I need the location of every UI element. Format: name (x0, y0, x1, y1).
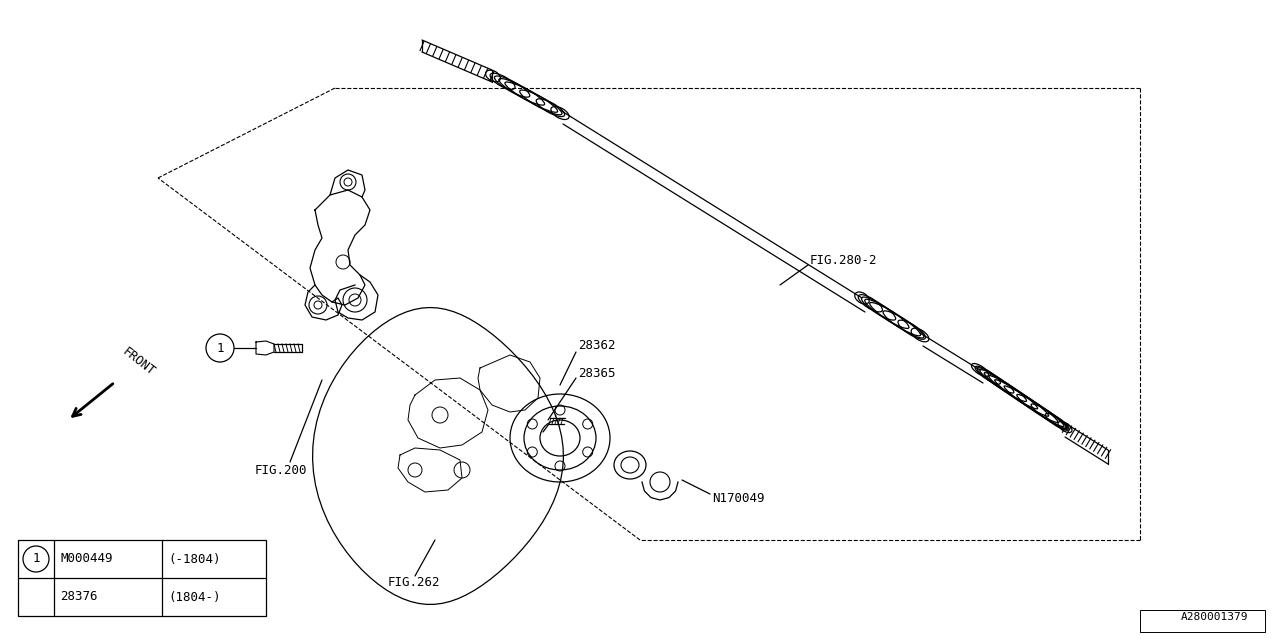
Text: 28365: 28365 (579, 367, 616, 380)
Text: M000449: M000449 (60, 552, 113, 566)
Text: 28362: 28362 (579, 339, 616, 351)
Text: FIG.262: FIG.262 (388, 575, 440, 589)
Text: 1: 1 (216, 342, 224, 355)
Text: FIG.200: FIG.200 (255, 463, 307, 477)
Text: N170049: N170049 (712, 492, 764, 504)
Bar (1140, 610, 1265, 632)
Text: 1: 1 (32, 552, 40, 566)
Text: 28376: 28376 (60, 591, 97, 604)
Text: FRONT: FRONT (120, 345, 157, 378)
Bar (18, 540, 266, 616)
Text: A280001379: A280001379 (1180, 612, 1248, 622)
Text: (1804-): (1804-) (168, 591, 220, 604)
Text: (-1804): (-1804) (168, 552, 220, 566)
Text: FIG.280-2: FIG.280-2 (810, 253, 878, 266)
